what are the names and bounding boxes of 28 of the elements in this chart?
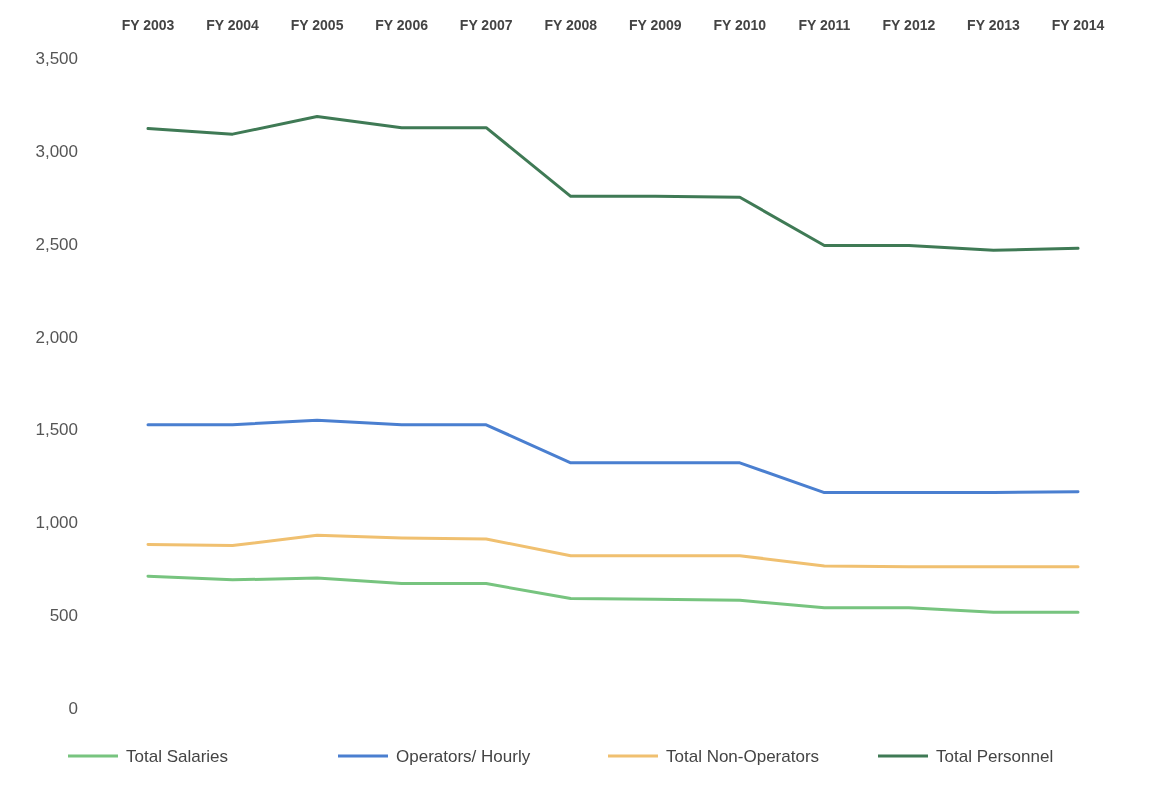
legend-label: Total Personnel — [936, 746, 1054, 766]
x-tick-label: FY 2004 — [206, 17, 260, 33]
legend-label: Total Non-Operators — [666, 746, 820, 766]
x-tick-label: FY 2010 — [713, 17, 767, 33]
legend-label: Total Salaries — [126, 746, 229, 766]
x-tick-label: FY 2013 — [967, 17, 1020, 33]
x-tick-label: FY 2006 — [375, 17, 429, 33]
line-series — [146, 533, 1080, 569]
y-tick-label: 2,000 — [35, 327, 78, 347]
legend-label: Operators/ Hourly — [396, 746, 531, 766]
line-series — [146, 418, 1080, 495]
line-series — [146, 574, 1080, 614]
x-tick-label: FY 2003 — [121, 17, 175, 33]
x-tick-label: FY 2009 — [628, 17, 682, 33]
y-tick-label: 1,000 — [35, 513, 78, 533]
y-tick-label: 0 — [68, 698, 78, 718]
y-tick-label: 1,500 — [35, 420, 78, 440]
x-tick-label: FY 2014 — [1051, 17, 1105, 33]
x-tick-label: FY 2007 — [459, 17, 513, 33]
y-tick-label: 500 — [49, 606, 78, 626]
y-tick-label: 3,500 — [35, 48, 78, 68]
y-tick-label: 2,500 — [35, 234, 78, 254]
y-tick-label: 3,000 — [35, 141, 78, 161]
line-series — [146, 115, 1080, 252]
x-tick-label: FY 2012 — [882, 17, 936, 33]
x-tick-label: FY 2011 — [798, 17, 851, 33]
x-tick-label: FY 2008 — [544, 17, 598, 33]
x-tick-label: FY 2005 — [290, 17, 344, 33]
